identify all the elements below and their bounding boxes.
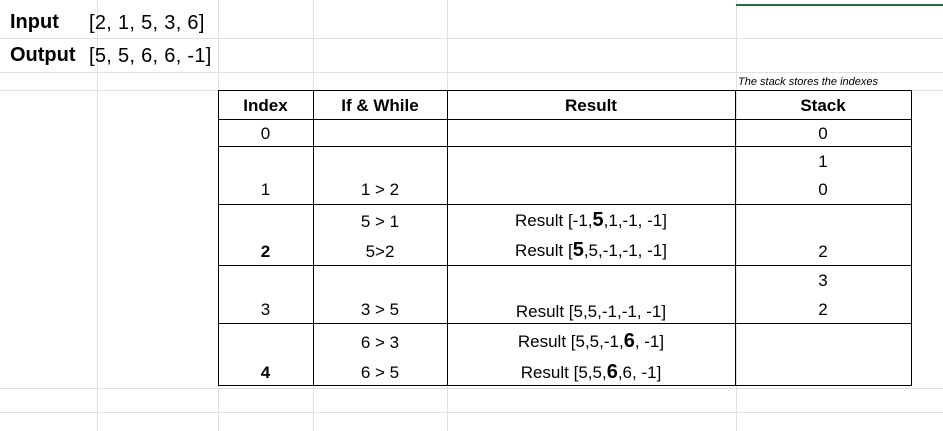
- result-text[interactable]: Result [5,5,6,6, -1]: [520, 361, 662, 383]
- condition-text[interactable]: 5>2: [365, 242, 395, 261]
- input-value[interactable]: [2, 1, 5, 3, 6]: [89, 12, 205, 34]
- stack-note[interactable]: The stack stores the indexes: [738, 76, 879, 88]
- result-text[interactable]: Result [-1,5,1,-1, -1]: [515, 209, 667, 231]
- row-index[interactable]: 1: [260, 180, 271, 199]
- condition-text[interactable]: 6 > 5: [360, 363, 400, 382]
- result-text[interactable]: Result [5,5,-1,6, -1]: [517, 330, 665, 352]
- row-index[interactable]: 0: [260, 124, 271, 143]
- result-text[interactable]: Result [5,5,-1,-1, -1]: [515, 239, 667, 261]
- result-text[interactable]: Result [5,5,-1,-1, -1]: [515, 302, 667, 321]
- header-index[interactable]: Index: [243, 96, 288, 115]
- selected-cell-border[interactable]: [736, 4, 943, 6]
- condition-text[interactable]: 6 > 3: [360, 333, 400, 352]
- header-if-while[interactable]: If & While: [341, 96, 419, 115]
- stack-trace-table: Index If & While Result Stack 0 0 1 1 > …: [218, 90, 912, 386]
- row-index[interactable]: 2: [260, 242, 271, 261]
- header-stack[interactable]: Stack: [800, 96, 846, 115]
- header-result[interactable]: Result: [565, 96, 617, 115]
- row-gridline: [0, 38, 943, 39]
- condition-text[interactable]: 5 > 1: [360, 212, 400, 231]
- condition-text[interactable]: 1 > 2: [360, 180, 400, 199]
- stack-value[interactable]: 0: [818, 124, 828, 143]
- stack-value[interactable]: 2: [818, 242, 828, 261]
- output-label[interactable]: Output: [10, 44, 76, 66]
- condition-text[interactable]: 3 > 5: [360, 300, 400, 319]
- column-gridline: [97, 0, 98, 431]
- stack-value[interactable]: 1: [818, 152, 828, 171]
- output-value[interactable]: [5, 5, 6, 6, -1]: [89, 45, 212, 67]
- stack-value[interactable]: 0: [818, 180, 828, 199]
- column-gridline: [736, 0, 737, 431]
- input-label[interactable]: Input: [10, 11, 59, 33]
- row-index[interactable]: 4: [260, 363, 271, 382]
- stack-value[interactable]: 2: [818, 300, 828, 319]
- row-gridline: [0, 412, 943, 413]
- row-gridline: [0, 388, 943, 389]
- row-index[interactable]: 3: [260, 300, 271, 319]
- row-gridline: [0, 72, 943, 73]
- stack-value[interactable]: 3: [818, 271, 828, 290]
